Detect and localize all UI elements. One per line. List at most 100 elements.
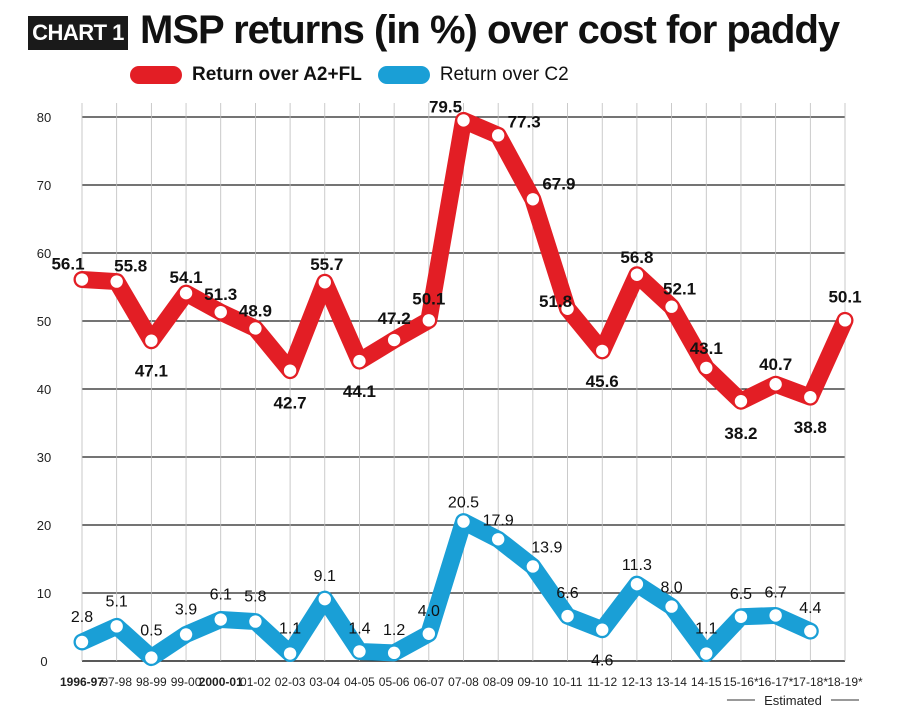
data-point-marker bbox=[110, 620, 123, 633]
data-label: 6.7 bbox=[765, 584, 787, 601]
data-label: 51.3 bbox=[204, 285, 237, 304]
x-tick-label: 06-07 bbox=[413, 675, 444, 689]
data-label: 55.8 bbox=[114, 257, 147, 276]
data-label: 79.5 bbox=[429, 97, 462, 116]
data-point-marker bbox=[249, 615, 262, 628]
data-point-marker bbox=[804, 390, 817, 404]
data-point-marker bbox=[561, 609, 574, 623]
x-tick-label: 16-17* bbox=[758, 675, 794, 689]
x-tick-label: 12-13 bbox=[622, 675, 653, 689]
data-point-marker bbox=[526, 193, 540, 206]
estimated-annotation: Estimated bbox=[764, 693, 822, 708]
x-tick-label: 11-12 bbox=[587, 675, 617, 689]
data-point-marker bbox=[457, 515, 470, 528]
x-tick-label: 02-03 bbox=[275, 675, 306, 689]
data-label: 1.1 bbox=[695, 621, 717, 638]
data-label: 56.1 bbox=[51, 255, 84, 274]
data-label: 38.8 bbox=[794, 418, 827, 437]
data-label: 4.4 bbox=[799, 600, 821, 617]
y-tick-label: 30 bbox=[37, 450, 51, 465]
data-label: 51.8 bbox=[539, 292, 572, 311]
data-label: 8.0 bbox=[660, 580, 682, 597]
x-tick-label: 2000-01 bbox=[199, 675, 243, 689]
data-point-marker bbox=[700, 361, 713, 375]
x-tick-label: 18-19* bbox=[827, 675, 863, 689]
data-label: 6.1 bbox=[210, 587, 232, 604]
legend-swatch-c2 bbox=[377, 66, 430, 84]
data-label: 17.9 bbox=[483, 512, 514, 529]
data-label: 52.1 bbox=[663, 280, 696, 299]
data-point-marker bbox=[734, 610, 748, 623]
data-label: 55.7 bbox=[310, 255, 343, 274]
y-tick-label: 70 bbox=[37, 178, 51, 193]
data-label: 6.5 bbox=[730, 586, 752, 603]
data-point-marker bbox=[387, 333, 401, 347]
x-tick-label: 05-06 bbox=[379, 675, 410, 689]
data-point-marker bbox=[665, 300, 678, 313]
data-point-marker bbox=[179, 286, 193, 300]
data-point-marker bbox=[734, 395, 748, 408]
y-tick-label: 40 bbox=[37, 382, 51, 397]
data-point-marker bbox=[630, 577, 644, 591]
x-tick-label: 99-00 bbox=[171, 675, 202, 689]
data-point-marker bbox=[561, 302, 574, 315]
data-label: 40.7 bbox=[759, 355, 792, 374]
legend-swatch-a2fl bbox=[130, 66, 182, 84]
data-label: 47.2 bbox=[378, 309, 411, 328]
data-point-marker bbox=[75, 273, 89, 286]
data-label: 13.9 bbox=[531, 539, 562, 556]
data-label: 5.8 bbox=[244, 589, 266, 606]
x-tick-label: 14-15 bbox=[691, 675, 722, 689]
data-label: 45.6 bbox=[586, 372, 619, 391]
x-tick-label: 03-04 bbox=[309, 675, 340, 689]
y-tick-label: 60 bbox=[37, 246, 51, 261]
x-tick-label: 04-05 bbox=[344, 675, 375, 689]
data-point-marker bbox=[214, 613, 227, 626]
data-point-marker bbox=[353, 645, 366, 658]
data-point-marker bbox=[769, 378, 782, 391]
x-tick-label: 01-02 bbox=[240, 675, 271, 689]
data-label: 43.1 bbox=[690, 339, 723, 358]
data-label: 44.1 bbox=[343, 382, 376, 401]
data-point-marker bbox=[318, 592, 331, 606]
x-tick-label: 07-08 bbox=[448, 675, 479, 689]
data-point-marker bbox=[630, 268, 644, 281]
data-label: 42.7 bbox=[274, 394, 307, 413]
data-point-marker bbox=[457, 114, 470, 127]
data-label: 48.9 bbox=[239, 301, 272, 320]
data-point-marker bbox=[387, 646, 401, 660]
data-label: 5.1 bbox=[106, 593, 128, 610]
data-point-marker bbox=[491, 533, 505, 546]
data-point-marker bbox=[249, 322, 262, 335]
y-tick-label: 10 bbox=[37, 586, 51, 601]
data-point-marker bbox=[422, 627, 436, 640]
series-line-1 bbox=[73, 513, 819, 667]
data-label: 6.6 bbox=[556, 585, 578, 602]
data-label: 50.1 bbox=[412, 289, 445, 308]
data-point-marker bbox=[769, 609, 782, 622]
data-point-marker bbox=[804, 624, 817, 638]
x-tick-label: 10-11 bbox=[553, 675, 583, 689]
y-tick-label: 50 bbox=[37, 314, 51, 329]
data-label: 38.2 bbox=[724, 424, 757, 443]
data-label: 50.1 bbox=[828, 287, 861, 306]
y-tick-label: 20 bbox=[37, 518, 51, 533]
legend-label-a2fl: Return over A2+FL bbox=[192, 64, 362, 85]
data-label: 20.5 bbox=[448, 495, 479, 512]
data-label: 4.0 bbox=[418, 603, 440, 620]
chart-title: MSP returns (in %) over cost for paddy bbox=[140, 8, 840, 52]
legend-item-a2fl: Return over A2+FL bbox=[130, 64, 362, 86]
x-tick-label: 97-98 bbox=[101, 675, 132, 689]
data-point-marker bbox=[318, 276, 331, 289]
data-point-marker bbox=[526, 560, 540, 573]
x-tick-label: 1996-97 bbox=[60, 675, 104, 689]
chart-badge: CHART 1 bbox=[28, 16, 128, 50]
x-tick-label: 17-18* bbox=[793, 675, 829, 689]
x-tick-label: 08-09 bbox=[483, 675, 514, 689]
data-label: 1.2 bbox=[383, 622, 405, 639]
x-tick-label: 15-16* bbox=[723, 675, 759, 689]
data-label: 47.1 bbox=[135, 362, 168, 381]
data-label: 67.9 bbox=[542, 174, 575, 193]
